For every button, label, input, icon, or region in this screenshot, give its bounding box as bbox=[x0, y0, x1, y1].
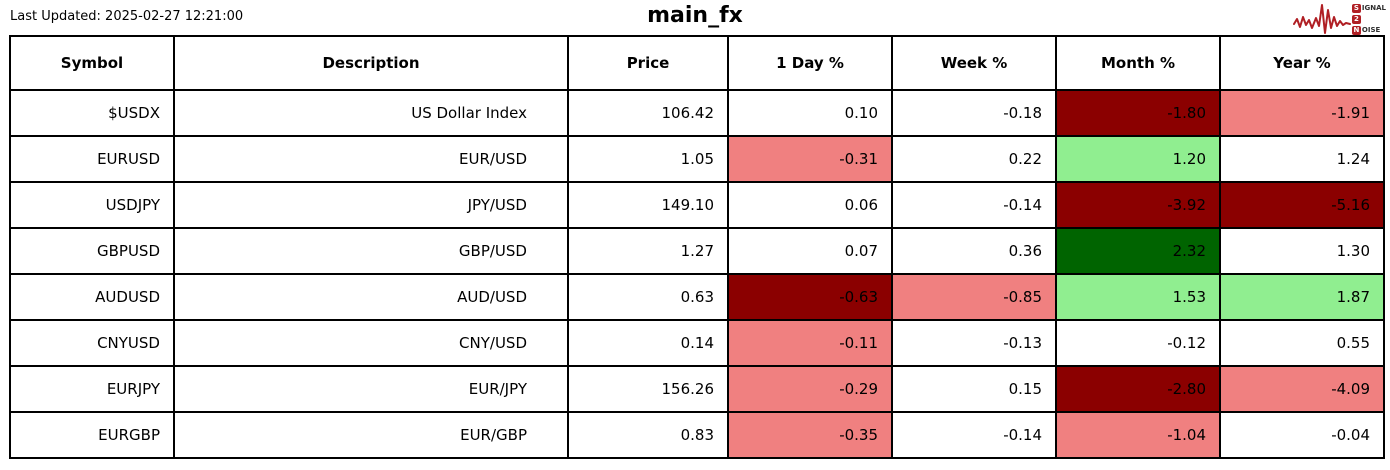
table-row: $USDX US Dollar Index 106.42 0.10 -0.18 -1.80… bbox=[9, 89, 1385, 137]
column-header-1day: 1 Day % bbox=[727, 35, 893, 91]
column-header-year: Year % bbox=[1219, 35, 1385, 91]
price-cell: 0.14 bbox=[567, 319, 729, 367]
logo-letter-s: S bbox=[1351, 3, 1361, 13]
year-change-cell: 1.30 bbox=[1219, 227, 1385, 275]
week-change-cell: -0.18 bbox=[891, 89, 1057, 137]
description-cell: GBP/USD bbox=[173, 227, 569, 275]
month-change-cell: -0.12 bbox=[1055, 319, 1221, 367]
day-change-cell: -0.63 bbox=[727, 273, 893, 321]
page-title: main_fx bbox=[647, 3, 743, 28]
day-change-cell: 0.10 bbox=[727, 89, 893, 137]
year-change-cell: 0.55 bbox=[1219, 319, 1385, 367]
symbol-cell: EURGBP bbox=[9, 411, 175, 459]
year-change-cell: 1.87 bbox=[1219, 273, 1385, 321]
fx-table: Symbol Description Price 1 Day % Week % … bbox=[9, 35, 1385, 459]
table-row: EURUSD EUR/USD 1.05 -0.31 0.22 1.20 1.24 bbox=[9, 135, 1385, 183]
month-change-cell: 1.20 bbox=[1055, 135, 1221, 183]
logo-rest-ignal: IGNAL bbox=[1361, 3, 1386, 12]
logo-line-two: 2 bbox=[1351, 14, 1386, 24]
waveform-icon bbox=[1292, 4, 1351, 34]
last-updated-text: Last Updated: 2025-02-27 12:21:00 bbox=[10, 9, 244, 24]
symbol-cell: $USDX bbox=[9, 89, 175, 137]
day-change-cell: -0.31 bbox=[727, 135, 893, 183]
symbol-cell: CNYUSD bbox=[9, 319, 175, 367]
price-cell: 0.83 bbox=[567, 411, 729, 459]
description-cell: AUD/USD bbox=[173, 273, 569, 321]
logo-letter-2: 2 bbox=[1351, 14, 1361, 24]
month-change-cell: 2.32 bbox=[1055, 227, 1221, 275]
month-change-cell: -2.80 bbox=[1055, 365, 1221, 413]
day-change-cell: 0.06 bbox=[727, 181, 893, 229]
week-change-cell: 0.36 bbox=[891, 227, 1057, 275]
signal2noise-logo: S IGNAL 2 N OISE bbox=[1292, 1, 1386, 37]
year-change-cell: -5.16 bbox=[1219, 181, 1385, 229]
logo-line-noise: N OISE bbox=[1351, 25, 1386, 35]
week-change-cell: -0.14 bbox=[891, 411, 1057, 459]
table-row: CNYUSD CNY/USD 0.14 -0.11 -0.13 -0.12 0.55 bbox=[9, 319, 1385, 367]
table-row: GBPUSD GBP/USD 1.27 0.07 0.36 2.32 1.30 bbox=[9, 227, 1385, 275]
week-change-cell: -0.13 bbox=[891, 319, 1057, 367]
day-change-cell: -0.29 bbox=[727, 365, 893, 413]
year-change-cell: -4.09 bbox=[1219, 365, 1385, 413]
price-cell: 156.26 bbox=[567, 365, 729, 413]
day-change-cell: 0.07 bbox=[727, 227, 893, 275]
day-change-cell: -0.35 bbox=[727, 411, 893, 459]
price-cell: 1.05 bbox=[567, 135, 729, 183]
month-change-cell: -1.80 bbox=[1055, 89, 1221, 137]
month-change-cell: 1.53 bbox=[1055, 273, 1221, 321]
symbol-cell: EURJPY bbox=[9, 365, 175, 413]
description-cell: CNY/USD bbox=[173, 319, 569, 367]
month-change-cell: -3.92 bbox=[1055, 181, 1221, 229]
week-change-cell: 0.22 bbox=[891, 135, 1057, 183]
year-change-cell: 1.24 bbox=[1219, 135, 1385, 183]
description-cell: JPY/USD bbox=[173, 181, 569, 229]
description-cell: EUR/JPY bbox=[173, 365, 569, 413]
table-row: AUDUSD AUD/USD 0.63 -0.63 -0.85 1.53 1.87 bbox=[9, 273, 1385, 321]
week-change-cell: 0.15 bbox=[891, 365, 1057, 413]
year-change-cell: -0.04 bbox=[1219, 411, 1385, 459]
header-row: Symbol Description Price 1 Day % Week % … bbox=[9, 35, 1385, 91]
month-change-cell: -1.04 bbox=[1055, 411, 1221, 459]
symbol-cell: EURUSD bbox=[9, 135, 175, 183]
logo-letter-n: N bbox=[1351, 25, 1361, 35]
week-change-cell: -0.14 bbox=[891, 181, 1057, 229]
week-change-cell: -0.85 bbox=[891, 273, 1057, 321]
description-cell: EUR/GBP bbox=[173, 411, 569, 459]
price-cell: 0.63 bbox=[567, 273, 729, 321]
logo-rest-oise: OISE bbox=[1361, 25, 1381, 34]
column-header-month: Month % bbox=[1055, 35, 1221, 91]
column-header-price: Price bbox=[567, 35, 729, 91]
logo-wordmark: S IGNAL 2 N OISE bbox=[1351, 3, 1386, 35]
price-cell: 149.10 bbox=[567, 181, 729, 229]
table-row: EURGBP EUR/GBP 0.83 -0.35 -0.14 -1.04 -0.04 bbox=[9, 411, 1385, 459]
logo-line-signal: S IGNAL bbox=[1351, 3, 1386, 13]
symbol-cell: AUDUSD bbox=[9, 273, 175, 321]
symbol-cell: GBPUSD bbox=[9, 227, 175, 275]
price-cell: 1.27 bbox=[567, 227, 729, 275]
column-header-symbol: Symbol bbox=[9, 35, 175, 91]
column-header-description: Description bbox=[173, 35, 569, 91]
price-cell: 106.42 bbox=[567, 89, 729, 137]
fx-table-body: $USDX US Dollar Index 106.42 0.10 -0.18 -1.80… bbox=[9, 89, 1385, 459]
table-row: EURJPY EUR/JPY 156.26 -0.29 0.15 -2.80 -4.09 bbox=[9, 365, 1385, 413]
year-change-cell: -1.91 bbox=[1219, 89, 1385, 137]
day-change-cell: -0.11 bbox=[727, 319, 893, 367]
table-row: USDJPY JPY/USD 149.10 0.06 -0.14 -3.92 -5.16 bbox=[9, 181, 1385, 229]
description-cell: EUR/USD bbox=[173, 135, 569, 183]
description-cell: US Dollar Index bbox=[173, 89, 569, 137]
symbol-cell: USDJPY bbox=[9, 181, 175, 229]
column-header-week: Week % bbox=[891, 35, 1057, 91]
fx-table-header: Symbol Description Price 1 Day % Week % … bbox=[9, 35, 1385, 91]
